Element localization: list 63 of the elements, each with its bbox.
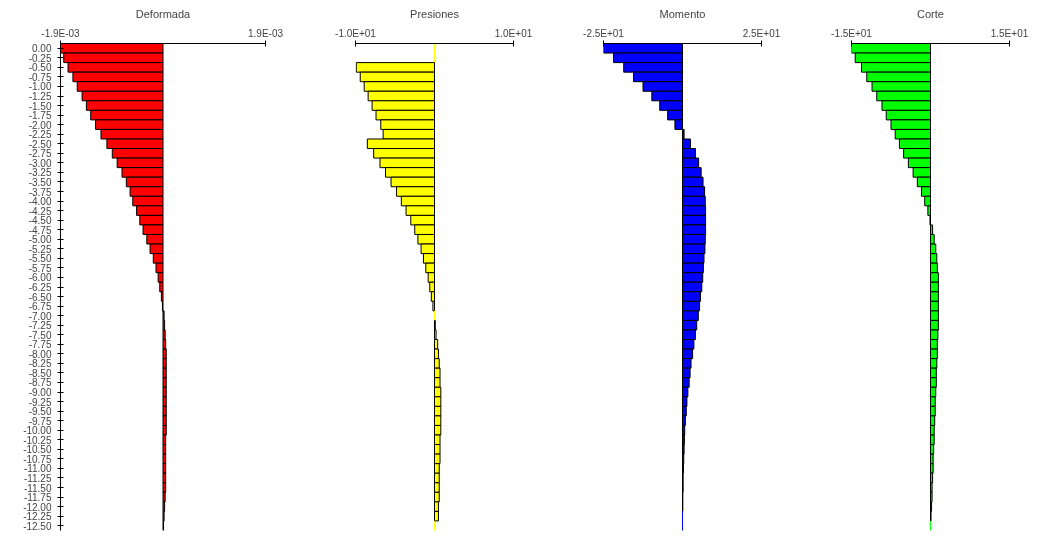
y-tick-label: -6.00	[28, 272, 52, 284]
y-tick-label: -3.25	[28, 167, 52, 179]
y-tick-label: -12.50	[23, 520, 52, 532]
y-tick-label: -6.50	[28, 291, 52, 303]
y-tick-label: -10.75	[23, 453, 52, 465]
y-tick-label: -11.00	[23, 463, 52, 475]
y-tick-label: -3.50	[28, 176, 52, 188]
y-tick-label: -2.25	[28, 129, 52, 141]
y-tick-label: -3.00	[28, 157, 52, 169]
chart-title: Momento	[659, 7, 706, 20]
y-tick-label: -6.75	[28, 301, 52, 313]
y-tick-label: -1.00	[28, 81, 52, 93]
y-tick-label: -9.00	[28, 387, 52, 399]
chart-title: Deformada	[135, 7, 192, 20]
y-tick-label: -5.00	[28, 234, 52, 246]
x-tick-label: 2.5E+01	[742, 27, 781, 39]
y-tick-label: -7.25	[28, 320, 52, 332]
y-tick-label: -5.50	[28, 253, 52, 265]
y-tick-label: -7.00	[28, 310, 52, 322]
y-tick-label: -9.75	[28, 415, 52, 427]
y-tick-label: -2.50	[28, 138, 52, 150]
y-tick-label: -12.25	[23, 511, 52, 523]
y-tick-label: -1.75	[28, 110, 52, 122]
y-tick-label: -0.25	[28, 52, 52, 64]
y-tick-label: -1.25	[28, 91, 52, 103]
y-tick-label: -11.50	[23, 482, 52, 494]
y-tick-label: -8.50	[28, 367, 52, 379]
y-tick-label: -7.75	[28, 339, 52, 351]
y-tick-label: -8.00	[28, 348, 52, 360]
y-tick-label: -5.75	[28, 262, 52, 274]
y-tick-label: -9.50	[28, 406, 52, 418]
y-tick-label: -4.50	[28, 215, 52, 227]
chart-title: Corte	[917, 7, 944, 20]
y-tick-label: -2.00	[28, 119, 52, 131]
x-tick-label: -1.0E+01	[335, 27, 377, 39]
x-tick-label: 1.9E-03	[247, 27, 284, 39]
y-tick-label: -4.75	[28, 224, 52, 236]
y-tick-label: -6.25	[28, 282, 52, 293]
y-tick-label: -4.25	[28, 205, 52, 217]
y-tick-label: -5.25	[28, 243, 52, 255]
y-tick-label: -2.75	[28, 148, 52, 160]
y-tick-label: -3.75	[28, 186, 52, 198]
x-tick-label: 1.5E+01	[990, 27, 1029, 39]
y-tick-label: -0.50	[28, 62, 52, 74]
y-tick-label: -8.25	[28, 358, 52, 370]
chart-title: Presiones	[410, 7, 460, 20]
x-tick-label: -1.5E+01	[831, 27, 873, 39]
y-tick-label: -8.75	[28, 377, 52, 389]
y-tick-label: -10.00	[23, 425, 52, 437]
y-tick-label: -7.50	[28, 329, 52, 341]
y-tick-label: -12.00	[23, 501, 52, 513]
y-tick-label: -11.75	[23, 492, 52, 504]
x-tick-label: -1.9E-03	[41, 27, 81, 39]
y-tick-label: -9.25	[28, 396, 52, 408]
x-tick-label: 1.0E+01	[494, 27, 533, 39]
y-tick-label: -11.25	[23, 472, 52, 484]
y-tick-label: 0.00	[32, 43, 52, 55]
y-tick-label: -10.25	[23, 434, 52, 446]
y-tick-label: -1.50	[28, 100, 52, 112]
y-tick-label: -4.00	[28, 196, 52, 208]
y-tick-label: -10.50	[23, 444, 52, 456]
x-tick-label: -2.5E+01	[583, 27, 625, 39]
y-tick-label: -0.75	[28, 71, 52, 83]
